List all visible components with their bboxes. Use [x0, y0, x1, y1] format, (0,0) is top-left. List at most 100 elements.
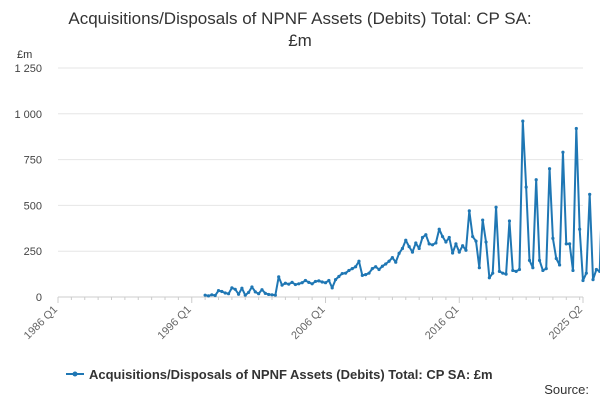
data-point[interactable]	[243, 293, 247, 297]
data-point[interactable]	[320, 280, 324, 284]
data-point[interactable]	[444, 240, 448, 244]
data-point[interactable]	[417, 246, 421, 251]
data-point[interactable]	[394, 260, 398, 264]
data-point[interactable]	[357, 259, 361, 263]
data-point[interactable]	[230, 286, 234, 290]
data-point[interactable]	[390, 256, 394, 260]
data-point[interactable]	[377, 267, 381, 272]
data-point[interactable]	[380, 264, 384, 268]
data-point[interactable]	[430, 243, 435, 247]
data-point[interactable]	[531, 266, 535, 270]
data-point[interactable]	[554, 256, 558, 261]
data-point[interactable]	[263, 291, 267, 295]
data-point[interactable]	[387, 259, 391, 263]
data-point[interactable]	[467, 209, 471, 213]
data-point[interactable]	[407, 245, 411, 249]
data-point[interactable]	[223, 291, 227, 295]
data-point[interactable]	[260, 288, 264, 292]
data-point[interactable]	[317, 279, 321, 283]
data-point[interactable]	[511, 268, 515, 273]
data-point[interactable]	[270, 293, 274, 297]
data-point[interactable]	[293, 282, 298, 287]
data-point[interactable]	[290, 280, 294, 284]
data-point[interactable]	[310, 282, 314, 286]
data-point[interactable]	[457, 250, 461, 254]
data-point[interactable]	[273, 293, 277, 297]
data-point[interactable]	[313, 279, 318, 284]
data-point[interactable]	[491, 271, 495, 275]
data-point[interactable]	[297, 282, 301, 286]
data-point[interactable]	[410, 250, 415, 254]
data-point[interactable]	[283, 281, 287, 285]
data-point[interactable]	[564, 242, 568, 246]
data-point[interactable]	[323, 281, 328, 285]
data-point[interactable]	[497, 269, 501, 273]
data-point[interactable]	[397, 251, 401, 255]
data-point[interactable]	[464, 248, 468, 252]
data-point[interactable]	[578, 227, 582, 231]
data-point[interactable]	[367, 271, 371, 275]
data-point[interactable]	[547, 167, 552, 171]
data-point[interactable]	[524, 185, 528, 189]
data-point[interactable]	[287, 282, 291, 286]
data-point[interactable]	[517, 267, 522, 272]
data-point[interactable]	[400, 246, 405, 251]
data-point[interactable]	[360, 273, 364, 277]
data-point[interactable]	[420, 235, 425, 240]
data-point[interactable]	[330, 286, 334, 290]
data-point[interactable]	[594, 267, 598, 272]
data-point[interactable]	[487, 276, 491, 280]
data-point[interactable]	[347, 268, 351, 273]
data-point[interactable]	[501, 271, 505, 275]
data-point[interactable]	[584, 271, 588, 275]
data-point[interactable]	[404, 238, 408, 242]
data-point[interactable]	[450, 251, 455, 255]
data-point[interactable]	[333, 278, 338, 282]
data-point[interactable]	[551, 236, 555, 240]
data-point[interactable]	[591, 278, 595, 282]
data-point[interactable]	[267, 292, 271, 297]
data-point[interactable]	[481, 218, 485, 222]
data-point[interactable]	[340, 271, 344, 276]
data-point[interactable]	[534, 178, 538, 182]
data-point[interactable]	[277, 275, 281, 279]
data-point[interactable]	[257, 292, 261, 296]
data-point[interactable]	[216, 288, 221, 293]
data-point[interactable]	[568, 242, 572, 246]
data-point[interactable]	[527, 258, 532, 262]
data-point[interactable]	[414, 241, 418, 245]
data-point[interactable]	[354, 265, 358, 269]
data-point[interactable]	[233, 287, 237, 291]
data-point[interactable]	[247, 290, 251, 295]
legend[interactable]: Acquisitions/Disposals of NPNF Assets (D…	[66, 367, 493, 382]
data-point[interactable]	[454, 242, 458, 246]
data-point[interactable]	[250, 285, 254, 289]
data-point[interactable]	[226, 292, 231, 296]
data-point[interactable]	[588, 192, 592, 197]
data-point[interactable]	[210, 293, 214, 297]
data-point[interactable]	[236, 292, 241, 296]
data-point[interactable]	[307, 280, 311, 284]
data-point[interactable]	[514, 269, 518, 273]
data-point[interactable]	[280, 283, 284, 287]
data-point[interactable]	[440, 234, 445, 239]
data-point[interactable]	[477, 266, 481, 270]
data-point[interactable]	[561, 150, 565, 154]
data-point[interactable]	[350, 267, 354, 271]
data-point[interactable]	[370, 267, 374, 271]
data-point[interactable]	[461, 244, 465, 248]
data-point[interactable]	[240, 286, 244, 290]
data-point[interactable]	[541, 268, 545, 273]
data-point[interactable]	[364, 273, 368, 277]
data-point[interactable]	[447, 235, 451, 240]
data-point[interactable]	[471, 234, 475, 239]
data-point[interactable]	[427, 242, 431, 246]
data-point[interactable]	[574, 126, 578, 131]
data-point[interactable]	[384, 262, 388, 266]
data-point[interactable]	[337, 274, 341, 279]
data-point[interactable]	[581, 278, 585, 283]
data-point[interactable]	[537, 258, 542, 262]
data-point[interactable]	[521, 119, 525, 123]
data-point[interactable]	[300, 281, 304, 285]
data-point[interactable]	[424, 233, 428, 237]
